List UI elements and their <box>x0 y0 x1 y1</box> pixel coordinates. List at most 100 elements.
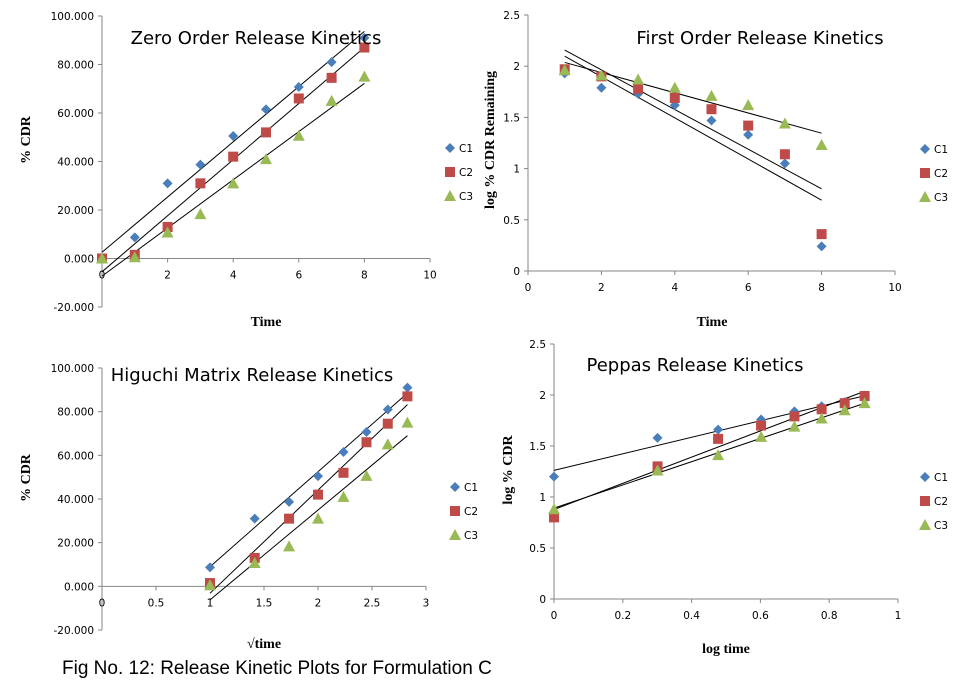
series-c2 <box>97 42 370 264</box>
data-point <box>402 391 413 402</box>
data-point <box>706 104 717 115</box>
trendline-c1 <box>209 392 408 568</box>
data-point <box>358 70 371 82</box>
y-tick-label: 80.000 <box>57 407 94 419</box>
x-tick-label: 0.4 <box>683 610 700 622</box>
legend-marker-c1 <box>920 472 930 482</box>
series-c2 <box>549 391 870 523</box>
data-point <box>325 94 338 106</box>
x-axis-label: log time <box>702 642 750 657</box>
legend-marker-c2 <box>450 506 460 516</box>
legend-marker-c3 <box>449 529 461 540</box>
series-c3 <box>548 397 871 515</box>
data-point <box>359 32 370 43</box>
data-point <box>816 229 827 240</box>
y-tick-label: 2.5 <box>529 339 546 351</box>
legend-label-c2: C2 <box>464 506 478 518</box>
data-point <box>549 512 559 523</box>
data-point <box>359 42 370 53</box>
data-point <box>668 81 681 93</box>
data-point <box>816 241 827 252</box>
data-point <box>382 404 393 415</box>
data-point <box>595 69 608 81</box>
data-point <box>162 178 173 189</box>
data-point <box>293 93 304 104</box>
x-tick-label: 1 <box>207 597 214 609</box>
data-point <box>283 540 296 552</box>
data-point <box>401 416 414 428</box>
series-c1 <box>559 68 827 252</box>
legend-marker-c2 <box>445 167 455 177</box>
y-tick-label: 20.000 <box>57 205 94 217</box>
y-tick-label: 100.000 <box>51 11 94 23</box>
data-point <box>326 72 337 83</box>
x-tick-label: 6 <box>295 270 302 282</box>
series-c3 <box>96 70 371 264</box>
legend-label-c1: C1 <box>934 472 948 484</box>
data-point <box>859 391 870 402</box>
series-c1 <box>97 32 370 264</box>
data-point <box>326 57 337 68</box>
trendline-c1 <box>564 55 822 201</box>
legend-marker-c3 <box>919 191 931 202</box>
data-point <box>838 404 851 416</box>
data-point <box>337 490 350 502</box>
data-point <box>129 232 140 243</box>
data-point <box>558 64 571 76</box>
data-point <box>313 489 323 500</box>
data-point <box>858 397 871 409</box>
y-tick-label: 2.5 <box>503 10 520 22</box>
data-point <box>381 438 394 450</box>
y-axis-label: log % CDR Remaining <box>483 71 498 209</box>
chart-title: First Order Release Kinetics <box>636 28 883 49</box>
legend-label-c1: C1 <box>464 482 478 494</box>
trendline-c3 <box>209 435 408 601</box>
data-point <box>204 579 216 591</box>
x-tick-label: 0 <box>99 270 106 282</box>
data-point <box>361 426 372 437</box>
legend-label-c3: C3 <box>934 520 948 532</box>
legend-label-c2: C2 <box>934 168 948 180</box>
data-point <box>816 404 827 415</box>
data-point <box>549 471 559 482</box>
y-axis-label: % CDR <box>19 453 34 502</box>
legend: C1 C2 C3 <box>919 472 948 532</box>
y-axis-label: % CDR <box>19 115 34 164</box>
y-tick-label: 80.000 <box>57 60 94 72</box>
data-point <box>815 139 828 151</box>
legend-label-c3: C3 <box>464 530 478 542</box>
data-point <box>284 496 295 507</box>
x-tick-label: 0.6 <box>752 610 769 622</box>
data-point <box>713 424 724 435</box>
data-point <box>789 411 800 422</box>
data-point <box>292 129 305 141</box>
chart-2: 0 0.5 1 1.5 2 2.5 0 2 4 6 8 10 First Order Release K… <box>483 10 948 330</box>
x-tick-label: 2 <box>164 270 171 282</box>
data-point <box>632 73 645 85</box>
x-tick-label: 4 <box>671 282 678 294</box>
chart-3: -20.0000.00020.00040.00060.00080.000100.… <box>19 363 478 652</box>
y-tick-label: 20.000 <box>57 538 94 550</box>
data-point <box>261 104 271 115</box>
legend-label-c3: C3 <box>934 192 948 204</box>
x-tick-label: 2 <box>598 282 605 294</box>
x-tick-label: 0.8 <box>821 610 838 622</box>
legend-marker-c2 <box>920 168 930 178</box>
data-point <box>596 82 607 93</box>
data-point <box>815 412 828 424</box>
data-point <box>228 131 239 142</box>
data-point <box>284 513 295 524</box>
x-tick-label: 10 <box>888 282 901 294</box>
y-tick-label: 2 <box>513 61 520 73</box>
data-point <box>778 117 791 129</box>
legend: C1 C2 C3 <box>919 144 948 204</box>
legend-marker-c3 <box>444 190 456 201</box>
y-tick-label: 1 <box>513 164 520 176</box>
data-point <box>96 252 108 264</box>
data-point <box>548 503 560 515</box>
data-point <box>713 433 724 444</box>
x-tick-label: 4 <box>230 270 237 282</box>
data-point <box>779 149 790 160</box>
